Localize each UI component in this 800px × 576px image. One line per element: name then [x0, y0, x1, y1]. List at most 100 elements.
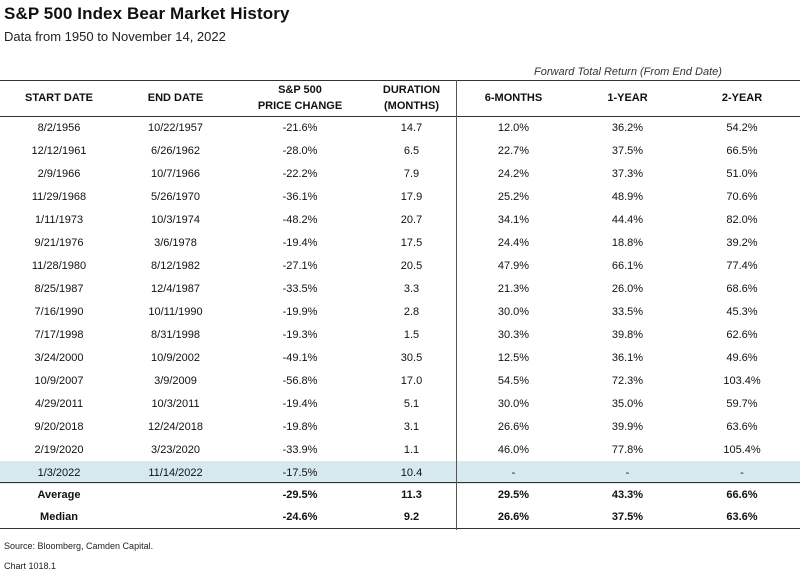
cell-start-date: 10/9/2007: [34, 374, 84, 387]
cell-one-year: 37.5%: [611, 144, 644, 157]
cell-start-date: Average: [37, 489, 81, 501]
cell-end-date: [118, 484, 233, 506]
cell-two-year: 49.6%: [726, 351, 758, 364]
cell-two-year: 103.4%: [723, 374, 761, 387]
cell-end-date: 10/9/2002: [151, 351, 200, 364]
chart-subtitle: Data from 1950 to November 14, 2022: [4, 29, 226, 44]
cell-price-change: -56.8%: [282, 374, 318, 387]
cell-duration: 1.1: [403, 443, 420, 456]
cell-duration: 7.9: [403, 167, 420, 180]
column-header-line: DURATION: [382, 84, 441, 96]
cell-one-year: 77.8%: [611, 443, 644, 456]
cell-one-year: 35.0%: [611, 397, 644, 410]
cell-end-date: 8/12/1982: [151, 259, 200, 272]
cell-two-year: 82.0%: [726, 213, 758, 226]
cell-duration: 1.5: [403, 328, 420, 341]
cell-duration: 5.1: [403, 397, 420, 410]
cell-one-year: 66.1%: [611, 259, 644, 272]
cell-end-date: 8/31/1998: [151, 328, 200, 341]
cell-six-months: 21.3%: [497, 282, 530, 295]
table-row: 7/16/1990 10/11/1990 -19.9% 2.8 30.0% 33.5% 45…: [0, 300, 800, 323]
column-header-line: (MONTHS): [384, 100, 439, 112]
cell-six-months: 30.3%: [497, 328, 530, 341]
cell-two-year: -: [684, 461, 800, 484]
table-row: 3/24/2000 10/9/2002 -49.1% 30.5 12.5% 36.1% 49…: [0, 346, 800, 369]
cell-duration: 17.9: [400, 190, 423, 203]
cell-end-date: 3/9/2009: [154, 374, 197, 387]
current-bear-market-row: 1/3/2022 11/14/2022 -17.5% 10.4- - -: [0, 461, 800, 484]
cell-start-date: 11/29/1968: [31, 190, 87, 203]
table-row: 11/29/1968 5/26/1970 -36.1% 17.9 25.2% 48.9% 7…: [0, 185, 800, 208]
cell-end-date: 11/14/2022: [118, 461, 233, 484]
cell-one-year: 39.9%: [611, 420, 644, 433]
cell-duration: 17.0: [400, 374, 423, 387]
table-row: 2/19/2020 3/23/2020 -33.9% 1.1 46.0% 77.8% 105…: [0, 438, 800, 461]
header-bottom-rule: [0, 116, 800, 117]
cell-six-months: 54.5%: [497, 374, 530, 387]
cell-six-months: 12.5%: [497, 351, 530, 364]
cell-end-date: 10/3/1974: [151, 213, 200, 226]
cell-start-date: 3/24/2000: [34, 351, 84, 364]
table-row: 9/20/2018 12/24/2018 -19.8% 3.1 26.6% 39.9% 63…: [0, 415, 800, 438]
cell-price-change: -19.4%: [282, 397, 318, 410]
cell-one-year: 43.3%: [611, 489, 644, 501]
cell-price-change: -24.6%: [282, 511, 318, 523]
column-header-six-months: 6-MONTHS: [456, 80, 571, 116]
source-note: Source: Bloomberg, Camden Capital.: [4, 541, 154, 551]
cell-start-date: 9/20/2018: [34, 420, 84, 433]
cell-start-date: 2/9/1966: [37, 167, 81, 180]
cell-six-months: 26.6%: [497, 420, 530, 433]
cell-six-months: 47.9%: [497, 259, 530, 272]
cell-price-change: -28.0%: [282, 144, 318, 157]
column-header-line: 6-MONTHS: [484, 92, 543, 104]
cell-duration: 9.2: [403, 511, 420, 523]
cell-start-date: 12/12/1961: [31, 144, 87, 157]
cell-start-date: 7/16/1990: [34, 305, 84, 318]
cell-two-year: 45.3%: [726, 305, 758, 318]
cell-end-date: 5/26/1970: [151, 190, 200, 203]
cell-one-year: -: [571, 461, 684, 484]
summary-top-rule: [0, 482, 800, 483]
cell-price-change: -33.9%: [282, 443, 318, 456]
cell-price-change: -22.2%: [282, 167, 318, 180]
cell-end-date: 12/4/1987: [151, 282, 200, 295]
cell-duration: 30.5: [400, 351, 423, 364]
cell-end-date: 6/26/1962: [151, 144, 200, 157]
cell-two-year: 63.6%: [726, 420, 758, 433]
cell-duration: 3.3: [403, 282, 420, 295]
cell-duration: 20.7: [400, 213, 423, 226]
cell-price-change: -27.1%: [282, 259, 318, 272]
cell-start-date: 11/28/1980: [31, 259, 87, 272]
cell-six-months: 34.1%: [497, 213, 530, 226]
cell-end-date: 12/24/2018: [147, 420, 204, 433]
chart-number: Chart 1018.1: [4, 561, 57, 571]
column-header-line: PRICE CHANGE: [257, 100, 343, 112]
cell-start-date: 8/25/1987: [34, 282, 84, 295]
cell-duration: 2.8: [403, 305, 420, 318]
cell-six-months: -: [456, 461, 571, 484]
cell-six-months: 46.0%: [497, 443, 530, 456]
cell-duration: 10.4: [367, 461, 456, 484]
cell-six-months: 22.7%: [497, 144, 530, 157]
cell-one-year: 36.2%: [611, 121, 644, 134]
cell-one-year: 36.1%: [611, 351, 644, 364]
cell-end-date: 10/22/1957: [147, 121, 204, 134]
cell-two-year: 70.6%: [726, 190, 758, 203]
cell-two-year: 54.2%: [726, 121, 758, 134]
cell-start-date: 7/17/1998: [34, 328, 84, 341]
cell-end-date: 3/6/1978: [154, 236, 197, 249]
cell-price-change: -21.6%: [282, 121, 318, 134]
chart-title: S&P 500 Index Bear Market History: [4, 4, 290, 23]
cell-two-year: 66.6%: [726, 489, 758, 501]
cell-price-change: -19.3%: [282, 328, 318, 341]
table-row: 8/25/1987 12/4/1987 -33.5% 3.3 21.3% 26.0% 68.…: [0, 277, 800, 300]
table-row: 9/21/1976 3/6/1978 -19.4% 17.5 24.4% 18.8% 39.…: [0, 231, 800, 254]
table-row: 11/28/1980 8/12/1982 -27.1% 20.5 47.9% 66.1% 7…: [0, 254, 800, 277]
cell-one-year: 26.0%: [611, 282, 644, 295]
cell-start-date: 4/29/2011: [34, 397, 84, 410]
cell-one-year: 72.3%: [611, 374, 644, 387]
cell-one-year: 44.4%: [611, 213, 644, 226]
cell-one-year: 33.5%: [611, 305, 644, 318]
cell-end-date: 10/11/1990: [148, 305, 203, 318]
cell-six-months: 24.4%: [497, 236, 530, 249]
